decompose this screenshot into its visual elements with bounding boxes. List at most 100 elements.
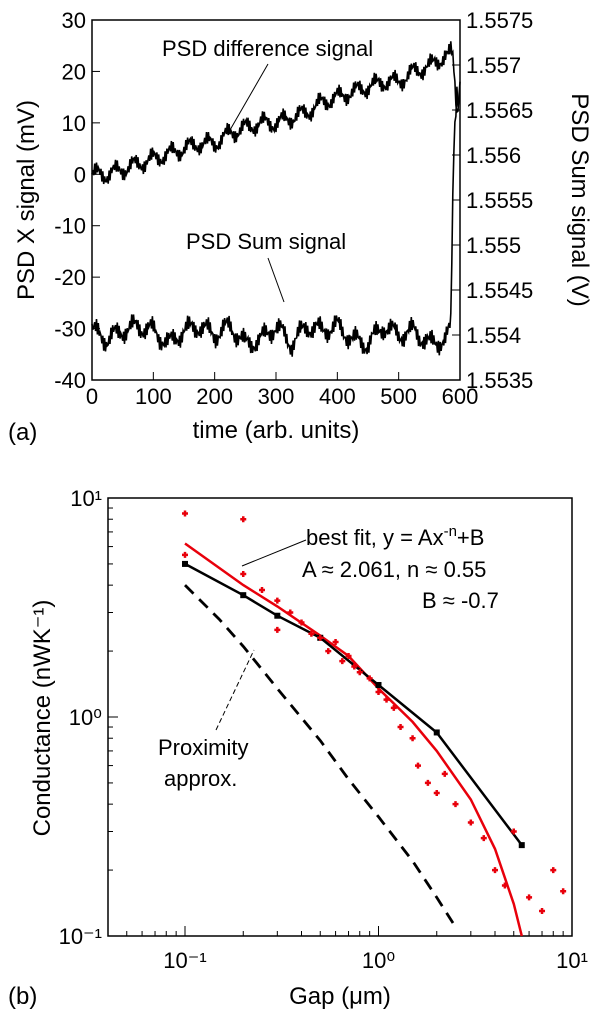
series-marker-b [375, 681, 382, 688]
scatter-point-b [298, 619, 305, 626]
y-tick-label-b: 10¹ [70, 486, 102, 511]
x-tick-label-a: 300 [258, 384, 295, 409]
annotation-fit-line2: A ≈ 2.061, n ≈ 0.55 [302, 557, 486, 582]
series-marker-b [240, 592, 247, 599]
y-tick-label-b: 10⁻¹ [59, 924, 102, 949]
scatter-point-b [539, 908, 546, 915]
annotation-proximity-1: Proximity [158, 735, 248, 760]
annotation-fit-line1: best fit, y = Ax-n+B [306, 523, 484, 550]
y-tick-label-a: -10 [54, 214, 86, 239]
series-group-b [182, 510, 567, 937]
scatter-point-b [383, 696, 390, 703]
scatter-point-b [491, 867, 498, 874]
scatter-point-b [274, 597, 281, 604]
arrow-proximity [215, 649, 255, 731]
panel-a: 0 100 200 300 400 500 600 -40 -30 -20 -10 0 10 20 30 1.… [8, 8, 593, 446]
scatter-point-b [339, 658, 346, 665]
x-tick-label-b: 10⁻¹ [163, 948, 206, 973]
scatter-point-b [375, 689, 382, 696]
scatter-point-b [240, 516, 247, 523]
y-axis-label-b: Conductance (nWK⁻¹) [29, 600, 56, 837]
y2-tick-label-a: 1.554 [466, 323, 521, 348]
series-line-a-1 [91, 86, 461, 357]
arrow-fit [241, 539, 307, 567]
scatter-point-b [332, 639, 339, 646]
scatter-point-b [317, 634, 324, 641]
y2-axis-label-a: PSD Sum signal (V) [566, 93, 593, 306]
scatter-point-b [414, 762, 421, 769]
scatter-point-b [550, 867, 557, 874]
scatter-point-b [560, 888, 567, 895]
panel-b: 10⁻¹ 10⁰ 10¹ 10⁻¹ 10⁰ 10¹ Gap (μm) Conductanc… [8, 486, 588, 1010]
x-tick-label-a: 200 [196, 384, 233, 409]
series-line-b-0 [184, 542, 524, 937]
y2-tick-label-a: 1.556 [466, 143, 521, 168]
x-tick-label-a: 600 [442, 384, 479, 409]
scatter-point-b [274, 626, 281, 633]
x-tick-label-b: 10¹ [556, 948, 588, 973]
axis-ticks-b: 10⁻¹ 10⁰ 10¹ 10⁻¹ 10⁰ 10¹ [59, 486, 588, 973]
x-tick-label-a: 0 [86, 384, 98, 409]
scatter-point-b [351, 663, 358, 670]
scatter-point-b [409, 735, 416, 742]
y2-tick-label-a: 1.5545 [466, 278, 533, 303]
series-marker-b [274, 612, 281, 619]
series-line-a-0 [91, 41, 461, 185]
annotation-sum-signal: PSD Sum signal [186, 229, 346, 254]
y-tick-label-a: -40 [54, 368, 86, 393]
scatter-point-b [526, 894, 533, 901]
scatter-point-b [480, 835, 487, 842]
x-tick-label-b: 10⁰ [362, 948, 395, 973]
scatter-point-b [441, 770, 448, 777]
y-tick-label-a: 10 [62, 111, 86, 136]
x-axis-label-b: Gap (μm) [289, 983, 391, 1010]
x-tick-label-a: 500 [380, 384, 417, 409]
annotation-fit-line3: B ≈ -0.7 [422, 588, 499, 613]
panel-label-b: (b) [8, 983, 37, 1010]
y-tick-label-a: 30 [62, 8, 86, 33]
scatter-point-b [182, 510, 189, 517]
scatter-point-b [452, 801, 459, 808]
scatter-point-b [433, 789, 440, 796]
y-tick-label-a: 0 [74, 162, 86, 187]
y2-tick-label-a: 1.5565 [466, 98, 533, 123]
y-tick-label-b: 10⁰ [69, 705, 102, 730]
scatter-point-b [397, 724, 404, 731]
axis-ticks-a: 0 100 200 300 400 500 600 -40 -30 -20 -10 0 10 20 30 1.… [54, 8, 533, 409]
series-line-b-2 [184, 584, 457, 928]
scatter-point-b [287, 609, 294, 616]
y2-tick-label-a: 1.5555 [466, 188, 533, 213]
arrow-sum-signal [267, 257, 285, 303]
scatter-point-b [366, 675, 373, 682]
series-marker-b [433, 729, 440, 736]
series-marker-b [518, 842, 525, 849]
series-group-a [91, 41, 461, 357]
scatter-point-b [356, 669, 363, 676]
scatter-point-b [325, 648, 332, 655]
arrow-diff-signal [229, 63, 269, 131]
y2-tick-label-a: 1.5575 [466, 8, 533, 33]
x-tick-label-a: 100 [135, 384, 172, 409]
y2-tick-label-a: 1.555 [466, 233, 521, 258]
annotation-diff-signal: PSD difference signal [162, 36, 373, 61]
scatter-point-b [182, 551, 189, 558]
scatter-point-b [259, 587, 266, 594]
y2-tick-label-a: 1.557 [466, 53, 521, 78]
scatter-point-b [424, 779, 431, 786]
y2-tick-label-a: 1.5535 [466, 368, 533, 393]
scatter-point-b [501, 882, 508, 889]
scatter-point-b [345, 652, 352, 659]
annotation-proximity-2: approx. [164, 766, 237, 791]
scatter-point-b [467, 819, 474, 826]
panel-label-a: (a) [8, 419, 37, 446]
scatter-point-b [240, 570, 247, 577]
y-tick-label-a: -30 [54, 317, 86, 342]
scatter-point-b [390, 704, 397, 711]
y-tick-label-a: 20 [62, 59, 86, 84]
scatter-point-b [510, 828, 517, 835]
series-marker-b [182, 560, 189, 567]
y-axis-label-a: PSD X signal (mV) [13, 100, 40, 300]
scatter-point-b [308, 630, 315, 637]
x-tick-label-a: 400 [319, 384, 356, 409]
